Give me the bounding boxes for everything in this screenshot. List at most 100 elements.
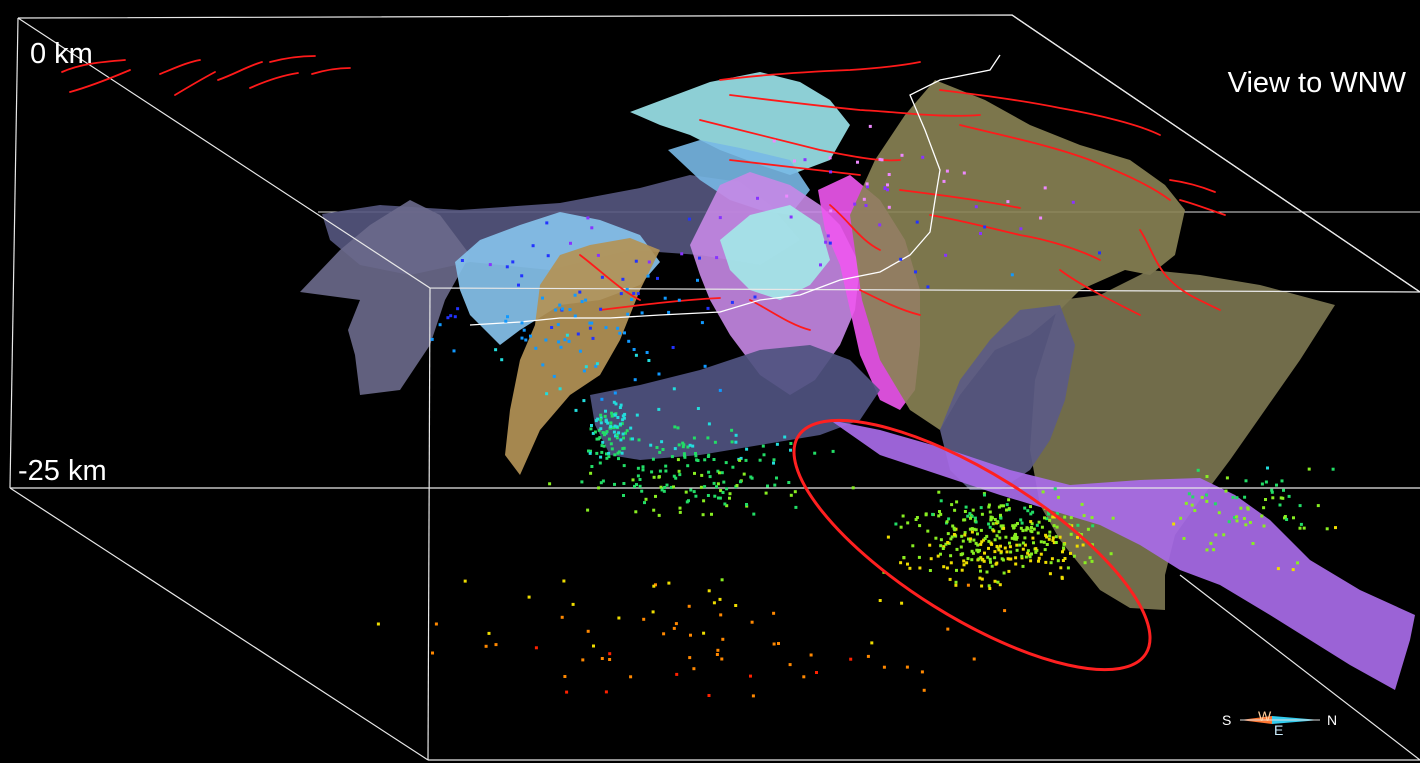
- hypocenter-point: [968, 539, 972, 543]
- hypocenter-point: [983, 537, 987, 540]
- hypocenter-point: [1014, 537, 1018, 541]
- hypocenter-point: [1325, 527, 1329, 531]
- hypocenter-point: [640, 489, 644, 493]
- hypocenter-point: [1050, 557, 1054, 561]
- hypocenter-point: [1014, 556, 1018, 560]
- fault-surface-cyan-top: [630, 72, 850, 175]
- hypocenter-point: [645, 351, 649, 354]
- hypocenter-point: [970, 558, 974, 562]
- hypocenter-point: [614, 402, 618, 406]
- compass-rose-icon: [1240, 716, 1320, 724]
- hypocenter-point: [595, 437, 599, 441]
- hypocenter-point: [718, 597, 722, 601]
- hypocenter-point: [431, 651, 434, 655]
- hypocenter-point: [952, 526, 956, 530]
- hypocenter-point: [621, 447, 625, 451]
- hypocenter-point: [558, 387, 562, 391]
- hypocenter-point: [829, 170, 833, 174]
- hypocenter-point: [1047, 512, 1051, 516]
- hypocenter-point: [1003, 546, 1007, 550]
- hypocenter-point: [968, 512, 972, 516]
- hypocenter-point: [1045, 517, 1049, 521]
- hypocenter-point: [758, 458, 762, 462]
- hypocenter-point: [1041, 490, 1045, 494]
- hypocenter-point: [699, 485, 703, 489]
- hypocenter-point: [976, 543, 980, 547]
- hypocenter-point: [597, 486, 601, 490]
- hypocenter-point: [979, 569, 982, 573]
- hypocenter-point: [972, 657, 976, 661]
- hypocenter-point: [665, 483, 669, 487]
- hypocenter-point: [1043, 548, 1047, 552]
- hypocenter-point: [1014, 533, 1018, 537]
- hypocenter-point: [676, 458, 680, 462]
- hypocenter-point: [1098, 251, 1101, 255]
- hypocenter-point: [1045, 543, 1049, 546]
- hypocenter-point: [1010, 536, 1014, 540]
- hypocenter-point: [979, 232, 982, 235]
- hypocenter-point: [905, 665, 909, 669]
- hypocenter-point: [652, 508, 656, 512]
- hypocenter-point: [589, 449, 592, 453]
- hypocenter-point: [883, 186, 887, 190]
- hypocenter-point: [982, 538, 986, 542]
- hypocenter-point: [1225, 476, 1229, 480]
- hypocenter-point: [886, 183, 889, 187]
- hypocenter-point: [1029, 559, 1033, 563]
- hypocenter-point: [609, 425, 613, 429]
- hypocenter-point: [975, 548, 979, 552]
- hypocenter-point: [684, 490, 688, 494]
- hypocenter-point: [453, 315, 457, 319]
- hypocenter-point: [620, 422, 624, 426]
- hypocenter-point: [915, 516, 919, 519]
- hypocenter-point: [691, 444, 695, 448]
- hypocenter-point: [641, 465, 645, 469]
- hypocenter-point: [731, 465, 735, 469]
- hypocenter-point: [615, 433, 619, 437]
- hypocenter-point: [908, 566, 912, 570]
- hypocenter-point: [708, 475, 712, 479]
- hypocenter-point: [683, 454, 686, 458]
- hypocenter-point: [980, 577, 984, 581]
- hypocenter-point: [772, 458, 776, 462]
- hypocenter-point: [1054, 541, 1058, 544]
- hypocenter-point: [713, 494, 717, 498]
- hypocenter-point: [939, 538, 943, 542]
- hypocenter-point: [696, 407, 700, 410]
- hypocenter-point: [934, 536, 938, 540]
- hypocenter-point: [1266, 466, 1269, 470]
- hypocenter-point: [918, 566, 922, 570]
- hypocenter-point: [712, 601, 716, 605]
- hypocenter-point: [1032, 527, 1036, 531]
- hypocenter-point: [977, 557, 981, 561]
- hypocenter-point: [945, 566, 949, 570]
- hypocenter-point: [715, 485, 718, 489]
- hypocenter-point: [647, 359, 651, 362]
- hypocenter-point: [973, 516, 977, 520]
- hypocenter-point: [1184, 501, 1188, 505]
- hypocenter-point: [966, 583, 970, 587]
- hypocenter-point: [707, 694, 711, 697]
- hypocenter-point: [1209, 541, 1213, 545]
- hypocenter-point: [1246, 507, 1250, 511]
- hypocenter-point: [446, 316, 450, 320]
- hypocenter-point: [636, 466, 640, 470]
- hypocenter-point: [922, 688, 926, 692]
- hypocenter-point: [602, 444, 606, 448]
- hypocenter-point: [965, 561, 969, 565]
- hypocenter-point: [1029, 520, 1033, 524]
- hypocenter-point: [607, 455, 611, 459]
- hypocenter-point: [1069, 516, 1073, 520]
- hypocenter-point: [692, 490, 696, 494]
- hypocenter-point: [849, 657, 853, 661]
- hypocenter-point: [1009, 550, 1013, 554]
- hypocenter-point: [993, 550, 997, 554]
- hypocenter-point: [607, 451, 611, 455]
- hypocenter-point: [599, 416, 603, 420]
- hypocenter-point: [607, 437, 611, 441]
- hypocenter-point: [687, 499, 690, 503]
- hypocenter-point: [1079, 533, 1083, 536]
- hypocenter-point: [856, 160, 859, 164]
- hypocenter-point: [619, 403, 623, 407]
- hypocenter-point: [1235, 519, 1239, 523]
